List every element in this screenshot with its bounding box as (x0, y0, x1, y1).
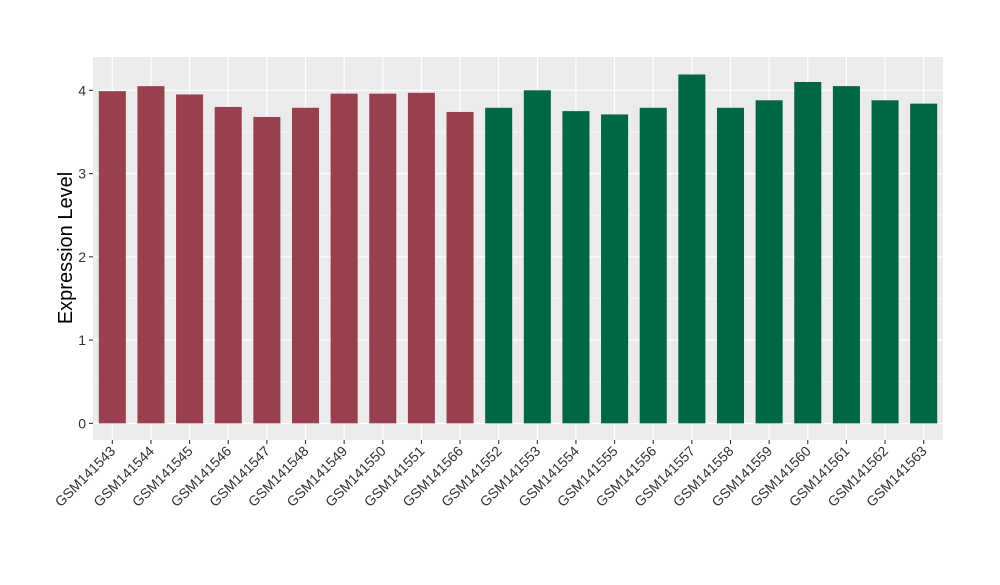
bar-gsm141557 (678, 74, 706, 424)
bar-gsm141550 (369, 93, 397, 424)
bar-gsm141552 (485, 107, 513, 424)
y-axis-title: Expression Level (55, 172, 77, 324)
bar-gsm141543 (98, 91, 126, 424)
bar-gsm141549 (330, 93, 358, 424)
bar-gsm141566 (446, 111, 474, 424)
bar-gsm141558 (716, 107, 745, 424)
bar-gsm141546 (214, 106, 242, 424)
bar-gsm141548 (291, 107, 320, 424)
bar-gsm141563 (910, 103, 938, 424)
bar-gsm141544 (137, 86, 165, 424)
bar-gsm141553 (523, 90, 551, 424)
bar-gsm141561 (832, 86, 860, 424)
y-tick-label: 0 (78, 415, 86, 431)
bar-gsm141555 (601, 114, 629, 424)
y-tick-label: 3 (78, 166, 86, 182)
bar-gsm141559 (755, 100, 783, 424)
bar-gsm141551 (407, 92, 435, 424)
bar-gsm141545 (176, 94, 204, 424)
y-axis: 0 1 2 3 4 (78, 82, 93, 431)
y-tick-label: 2 (78, 249, 86, 265)
x-axis: GSM141543GSM141544GSM141545GSM141546GSM1… (52, 440, 930, 510)
bar-gsm141556 (639, 107, 667, 424)
bars (98, 74, 938, 424)
bar-gsm141547 (253, 116, 281, 424)
bar-gsm141562 (871, 100, 899, 424)
y-tick-label: 4 (78, 82, 86, 98)
bar-gsm141554 (562, 111, 590, 424)
bar-gsm141560 (794, 81, 822, 424)
y-tick-label: 1 (78, 332, 86, 348)
